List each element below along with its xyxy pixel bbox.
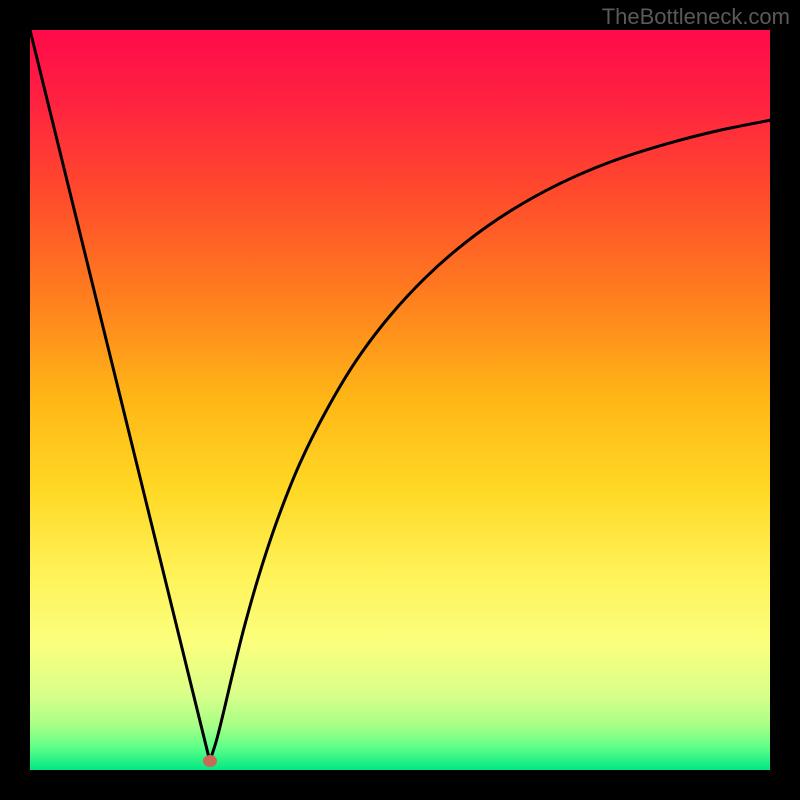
minimum-marker-svg [201, 753, 219, 769]
plot-svg [30, 30, 770, 770]
watermark: TheBottleneck.com [602, 4, 790, 30]
minimum-marker-ellipse [203, 755, 217, 767]
chart-container: TheBottleneck.com [0, 0, 800, 800]
gradient-background [30, 30, 770, 770]
plot-area [30, 30, 770, 770]
minimum-marker [201, 753, 219, 769]
